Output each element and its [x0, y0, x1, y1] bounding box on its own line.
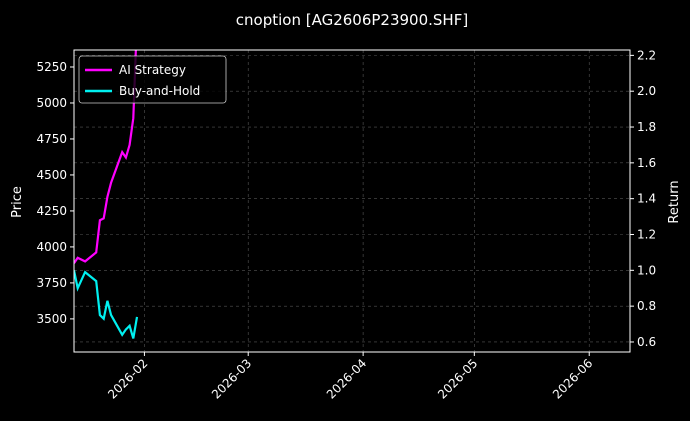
- y2-tick-label: 1.6: [637, 156, 656, 170]
- series-line-buy-and-hold: [74, 270, 139, 339]
- y2-tick-label: 1.8: [637, 120, 656, 134]
- y-tick-label: 5000: [36, 96, 67, 110]
- y-tick-label: 4000: [36, 240, 67, 254]
- x-tick-label: 2026-06: [550, 356, 595, 401]
- y2-tick-label: 1.4: [637, 192, 656, 206]
- y2-tick-label: 0.8: [637, 299, 656, 313]
- y-tick-label: 4250: [36, 204, 67, 218]
- y2-tick-label: 1.2: [637, 227, 656, 241]
- y-tick-label: 3500: [36, 312, 67, 326]
- y2-tick-label: 2.2: [637, 48, 656, 62]
- plot-frame: [73, 49, 631, 353]
- y2-axis-label: Return: [667, 180, 682, 223]
- legend-label: Buy-and-Hold: [119, 84, 200, 98]
- legend: AI Strategy Buy-and-Hold: [78, 55, 227, 104]
- y-tick-label: 4750: [36, 132, 67, 146]
- chart-title: cnoption [AG2606P23900.SHF]: [236, 11, 468, 29]
- y-axis-label: Price: [10, 186, 25, 218]
- legend-box: [78, 55, 227, 104]
- x-tick-label: 2026-05: [435, 356, 480, 401]
- y-tick-label: 3750: [36, 276, 67, 290]
- y-tick-label: 4500: [36, 168, 67, 182]
- y-tick-label: 5250: [36, 60, 67, 74]
- y2-tick-label: 0.6: [637, 335, 656, 349]
- series-lines: [74, 50, 139, 339]
- grid: [74, 50, 630, 352]
- x-tick-label: 2026-04: [324, 356, 369, 401]
- x-tick-label: 2026-03: [209, 356, 254, 401]
- x-tick-label: 2026-02: [105, 356, 150, 401]
- series-line-ai-strategy: [74, 50, 137, 264]
- y2-tick-label: 2.0: [637, 84, 656, 98]
- legend-label: AI Strategy: [119, 63, 186, 77]
- y2-tick-label: 1.0: [637, 263, 656, 277]
